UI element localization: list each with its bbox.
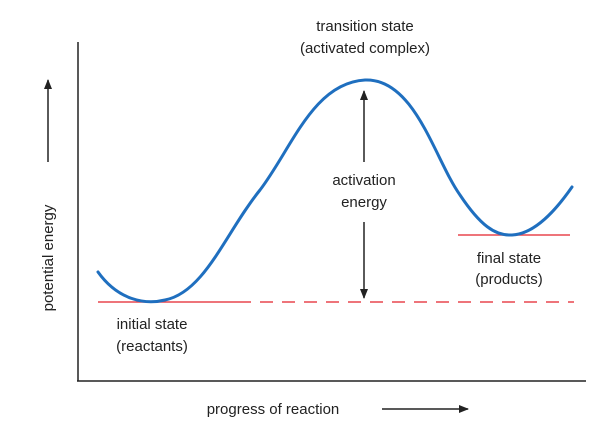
activation-energy-label-line1: activation xyxy=(332,172,395,189)
initial-state-label-line2: (reactants) xyxy=(116,338,188,355)
transition-state-label-line2: (activated complex) xyxy=(300,40,430,57)
final-state-label-line2: (products) xyxy=(475,271,543,288)
activation-energy-label-line2: energy xyxy=(341,194,387,211)
final-state-label-line1: final state xyxy=(477,250,541,267)
x-axis-label: progress of reaction xyxy=(207,401,340,418)
transition-state-label-line1: transition state xyxy=(316,18,414,35)
initial-state-label-line1: initial state xyxy=(117,316,188,333)
energy-curve xyxy=(96,78,574,304)
y-axis-label: potential energy xyxy=(40,204,57,311)
